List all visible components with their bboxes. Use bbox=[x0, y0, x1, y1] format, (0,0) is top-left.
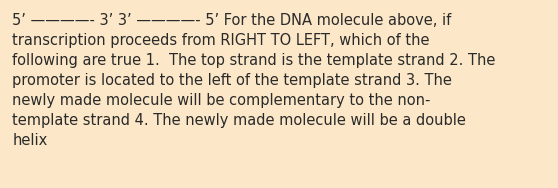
Text: 5’ ————- 3’ 3’ ————- 5’ For the DNA molecule above, if
transcription proceeds fr: 5’ ————- 3’ 3’ ————- 5’ For the DNA mole… bbox=[12, 13, 496, 148]
